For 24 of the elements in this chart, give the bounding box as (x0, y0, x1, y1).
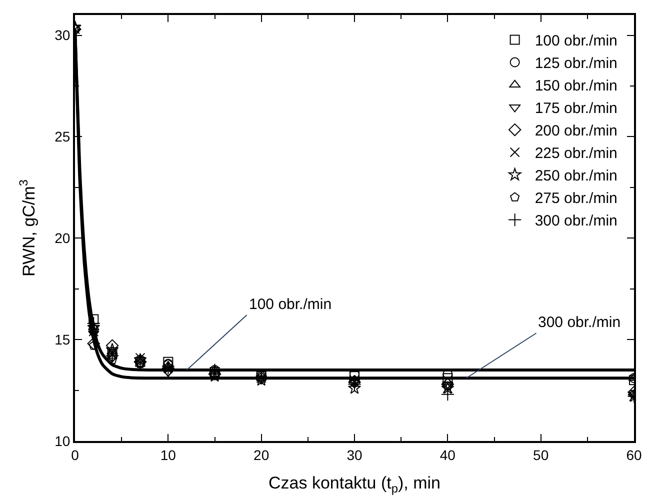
annotation: 100 obr./min (249, 296, 332, 313)
x-tick-label: 20 (254, 446, 270, 463)
y-tick-label: 25 (54, 128, 70, 145)
legend-label: 150 obr./min (534, 78, 618, 95)
x-tick-label: 40 (440, 446, 456, 463)
legend-label: 275 obr./min (534, 190, 618, 208)
x-tick-label: 0 (71, 446, 80, 463)
x-tick-label: 60 (626, 446, 642, 463)
legend-label: 225 obr./min (534, 145, 618, 162)
legend-label: 125 obr./min (534, 55, 618, 72)
y-tick-label: 30 (54, 27, 70, 44)
y-tick-label: 15 (54, 331, 70, 348)
legend-label: 200 obr./min (534, 122, 618, 140)
x-tick-label: 30 (346, 446, 362, 463)
y-tick-label: 10 (54, 432, 70, 449)
legend-label: 250 obr./min (534, 168, 618, 185)
legend-label: 100 obr./min (534, 32, 618, 50)
x-tick-label: 50 (533, 446, 549, 463)
legend-label: 300 obr./min (534, 212, 618, 230)
y-tick-label: 20 (54, 230, 70, 246)
x-axis-title: Czas kontaktu (t$_{p}$), min (268, 474, 440, 496)
annotation: 300 obr./min (538, 314, 621, 331)
legend-label: 175 obr./min (534, 100, 618, 118)
x-tick-label: 10 (160, 446, 176, 463)
